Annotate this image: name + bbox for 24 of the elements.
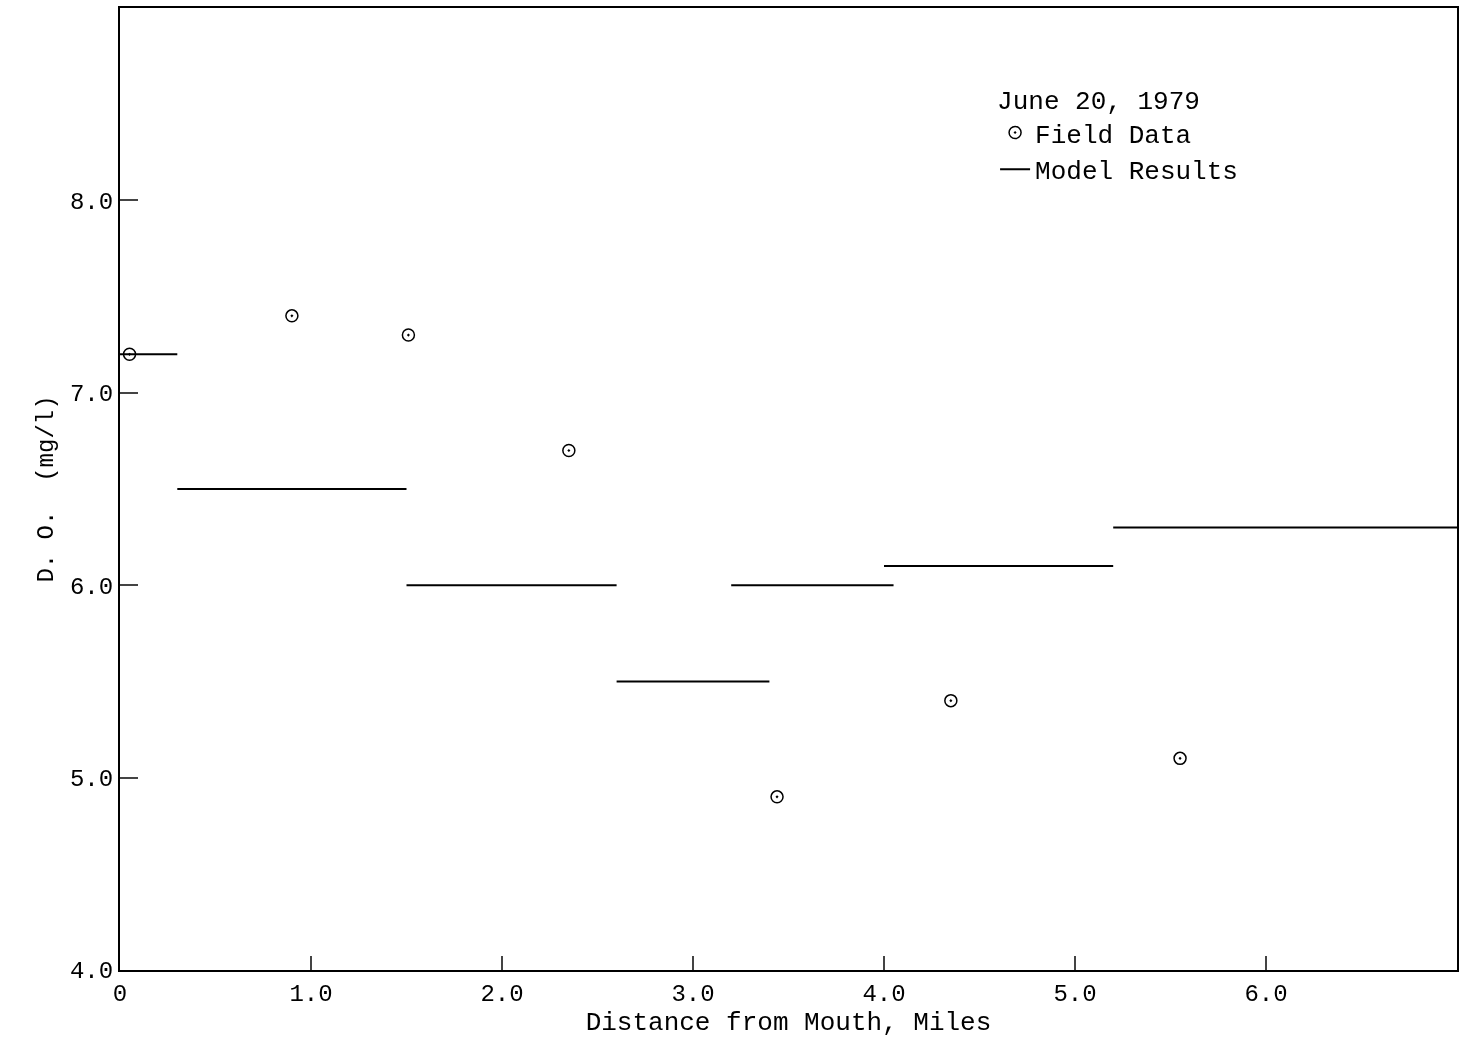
- x-tick-label: 1.0: [289, 980, 333, 1008]
- x-tick-label: 0: [112, 980, 128, 1008]
- point: [1173, 751, 1187, 766]
- point: [285, 309, 299, 323]
- y-tick-label: 5.0: [69, 766, 114, 793]
- point: [562, 443, 576, 458]
- x-tick-label: 3.0: [671, 980, 715, 1008]
- x-tick-label: 6.0: [1244, 980, 1288, 1008]
- x-tick-label: 2.0: [480, 980, 524, 1008]
- y-tick-label: 4.0: [69, 958, 114, 986]
- point: [122, 347, 137, 362]
- legend-label: Model Results: [1035, 157, 1238, 188]
- y-tick-label: 8.0: [69, 188, 114, 216]
- point: [770, 790, 784, 804]
- legend-label: Field Data: [1035, 120, 1192, 151]
- x-tick-label: 5.0: [1053, 980, 1097, 1008]
- y-tick-label: 7.0: [69, 381, 114, 409]
- legend-title: June 20, 1979: [997, 87, 1200, 118]
- point: [401, 328, 416, 342]
- point: [944, 693, 958, 708]
- x-tick-label: 4.0: [862, 980, 906, 1008]
- y-tick-label: 6.0: [69, 573, 114, 601]
- y-axis-title: D. O. (mg/l): [32, 395, 60, 583]
- x-axis-title: Distance from Mouth, Miles: [585, 1007, 992, 1038]
